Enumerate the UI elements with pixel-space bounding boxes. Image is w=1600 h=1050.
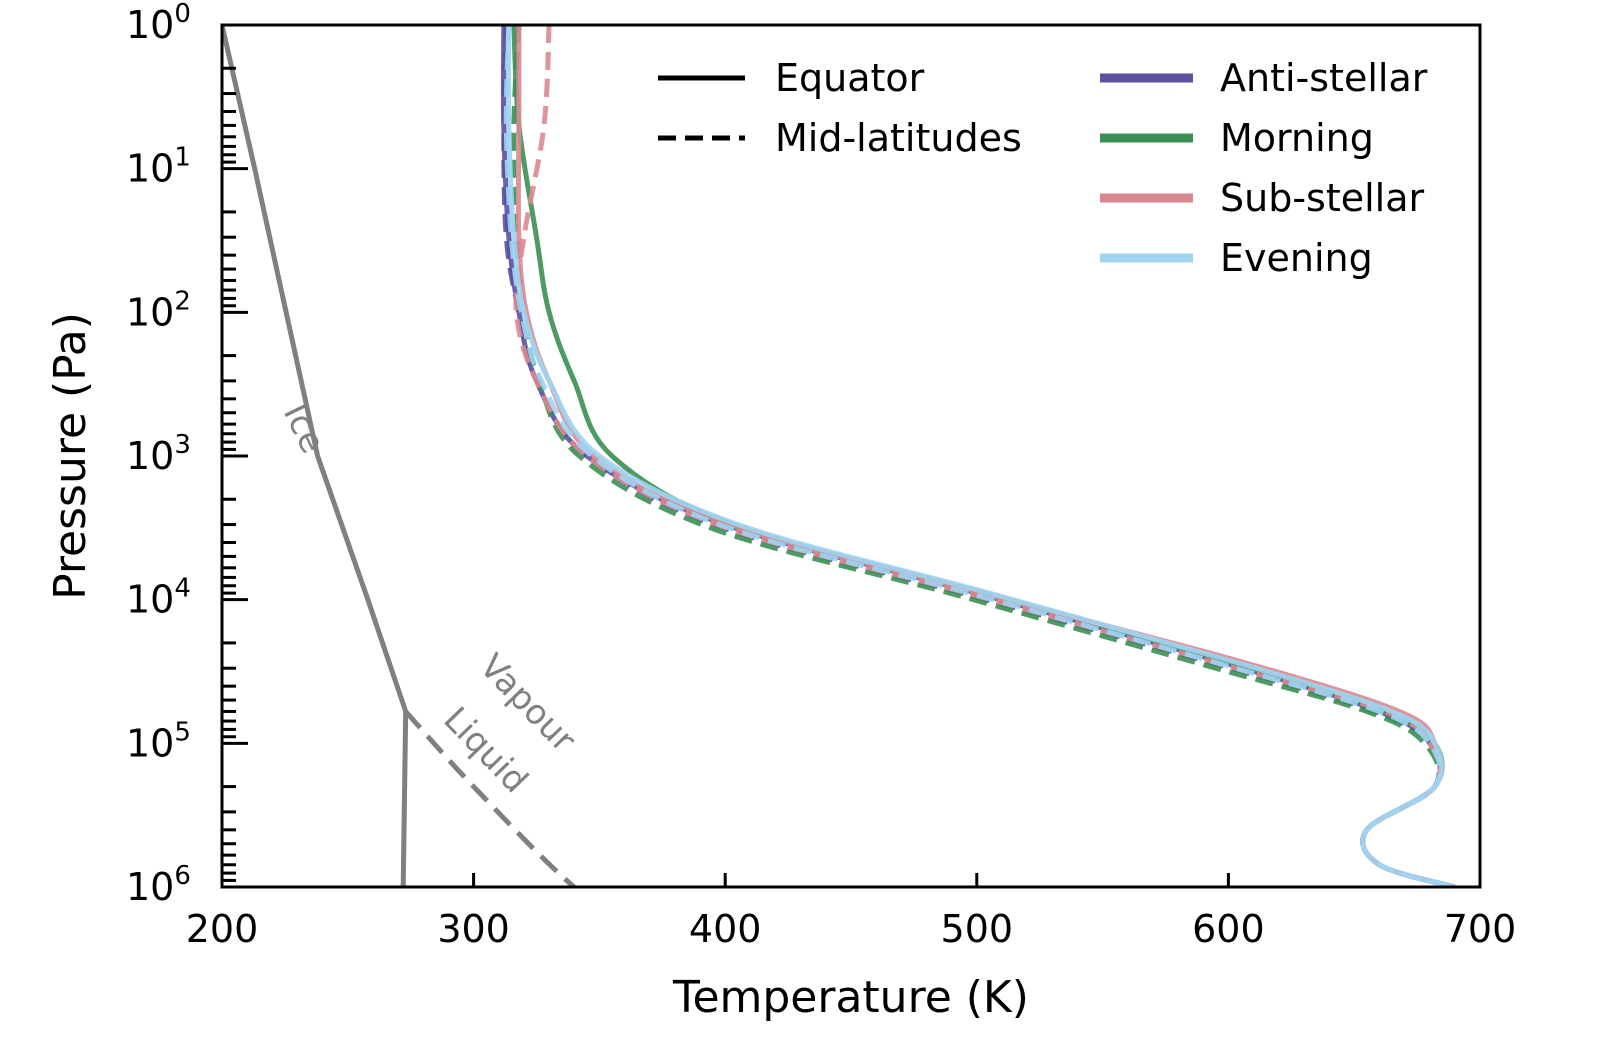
legend: Equator Mid-latitudes Anti-stellar Morning S… bbox=[658, 56, 1428, 280]
ice-label: Ice bbox=[275, 397, 333, 459]
x-tick-label: 500 bbox=[941, 907, 1014, 951]
series-line-evening-mid-latitudes bbox=[503, 25, 1456, 887]
axes: 200 300 400 500 600 700 100 101 102 103 104 105 106 bbox=[126, 0, 1516, 951]
y-tick-label: 104 bbox=[126, 574, 191, 622]
x-tick-label: 600 bbox=[1192, 907, 1265, 951]
series-line-morning-mid-latitudes bbox=[511, 25, 1456, 887]
legend-label: Mid-latitudes bbox=[775, 116, 1022, 160]
legend-label: Morning bbox=[1220, 116, 1374, 160]
x-tick-label: 200 bbox=[186, 907, 259, 951]
y-axis-label: Pressure (Pa) bbox=[45, 312, 96, 600]
legend-label: Equator bbox=[775, 56, 925, 100]
x-tick-label: 400 bbox=[689, 907, 762, 951]
series-line-evening-equator bbox=[505, 25, 1456, 887]
y-tick-label: 102 bbox=[126, 286, 191, 334]
x-tick-label: 300 bbox=[437, 907, 510, 951]
ice-vapour-boundary bbox=[222, 25, 409, 713]
x-axis-label: Temperature (K) bbox=[672, 972, 1029, 1023]
ice-liquid-boundary bbox=[400, 711, 409, 887]
legend-label: Evening bbox=[1220, 236, 1373, 280]
legend-label: Sub-stellar bbox=[1220, 176, 1425, 220]
y-tick-label: 105 bbox=[126, 717, 191, 765]
x-tick-label: 700 bbox=[1444, 907, 1517, 951]
legend-label: Anti-stellar bbox=[1220, 56, 1428, 100]
y-tick-label: 106 bbox=[126, 861, 191, 909]
y-tick-label: 103 bbox=[126, 430, 191, 478]
y-tick-label: 101 bbox=[126, 143, 191, 191]
y-tick-label: 100 bbox=[126, 0, 191, 47]
liquid-vapour-boundary bbox=[403, 709, 579, 887]
plot-lines bbox=[222, 25, 1456, 887]
